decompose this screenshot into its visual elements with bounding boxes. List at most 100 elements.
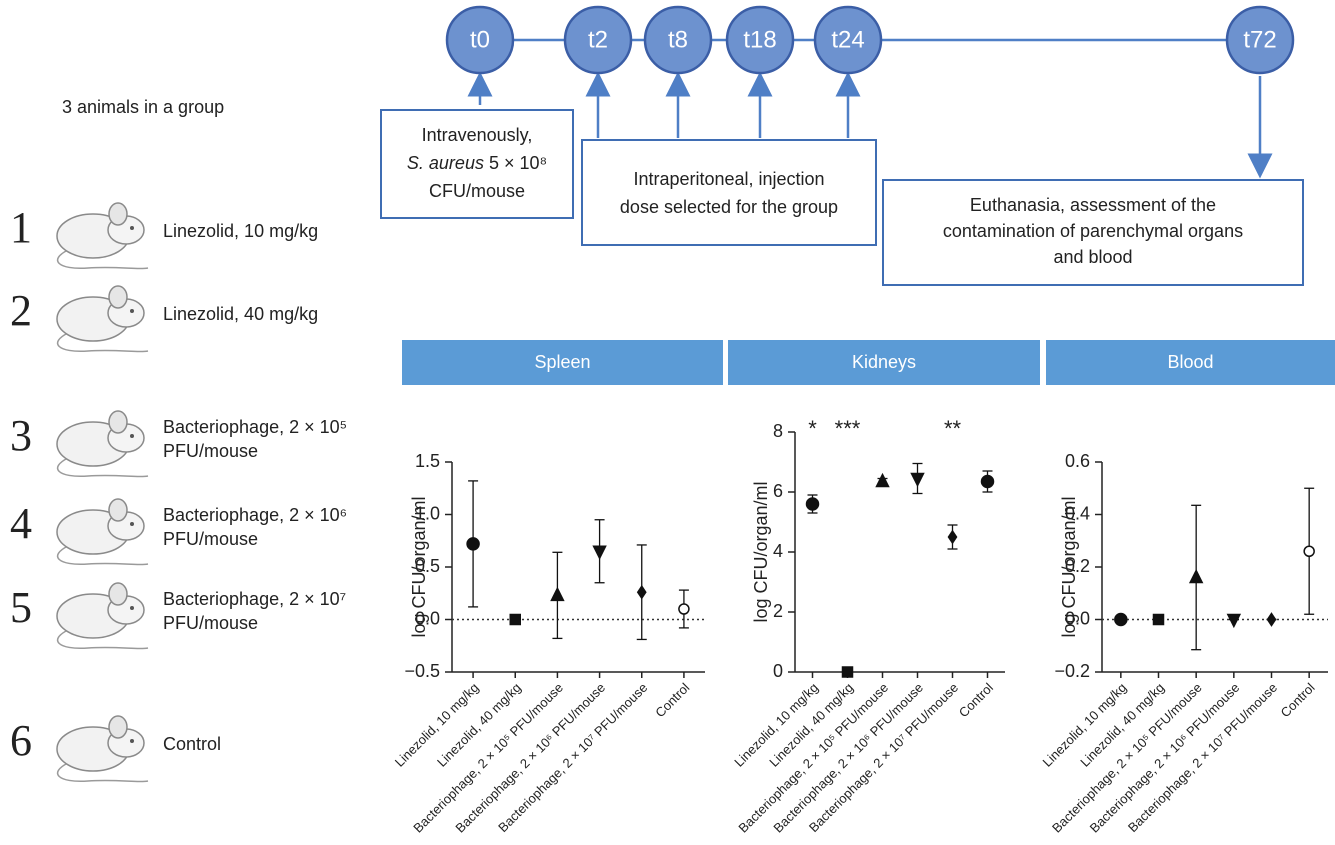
mouse-ear bbox=[109, 716, 127, 738]
data-point bbox=[949, 531, 957, 543]
timeline-label: t18 bbox=[743, 26, 776, 53]
mouse-eye bbox=[130, 434, 134, 438]
group-label: Bacteriophage, 2 × 10⁵ bbox=[163, 417, 347, 437]
timeline-label: t0 bbox=[470, 26, 490, 53]
timeline-label: t72 bbox=[1243, 26, 1276, 53]
group-number: 3 bbox=[10, 411, 32, 460]
y-tick-label: −0.2 bbox=[1054, 661, 1090, 681]
species: S. aureus bbox=[407, 153, 484, 173]
figure: 3 animals in a group Intravenously, S. a… bbox=[0, 0, 1335, 845]
mouse-ear bbox=[109, 411, 127, 433]
mouse-icon bbox=[57, 499, 148, 565]
page: { "note_text": "3 animals in a group", "… bbox=[0, 0, 1335, 845]
data-point bbox=[1115, 614, 1127, 626]
group-label: PFU/mouse bbox=[163, 613, 258, 633]
mouse-icon bbox=[57, 286, 148, 352]
x-tick-label: Control bbox=[956, 680, 996, 720]
group-note: 3 animals in a group bbox=[62, 97, 224, 117]
x-tick-label: Control bbox=[1277, 680, 1317, 720]
box-text: S. aureus 5 × 10⁸ bbox=[407, 153, 547, 173]
y-tick-label: 6 bbox=[773, 481, 783, 501]
y-tick-label: 1.0 bbox=[415, 503, 440, 523]
group-label: Linezolid, 10 mg/kg bbox=[163, 221, 318, 241]
box-text: dose selected for the group bbox=[620, 197, 838, 217]
data-point bbox=[638, 586, 646, 598]
group-number: 6 bbox=[10, 716, 32, 765]
x-tick-label: Bacteriophage, 2 × 10⁶ PFU/mouse bbox=[452, 680, 608, 836]
group-label: Control bbox=[163, 734, 221, 754]
data-point bbox=[679, 604, 689, 614]
group-number: 2 bbox=[10, 286, 32, 335]
y-tick-label: 0.4 bbox=[1065, 503, 1090, 523]
data-point bbox=[912, 474, 924, 486]
group-label: PFU/mouse bbox=[163, 529, 258, 549]
significance-label: *** bbox=[835, 416, 861, 441]
mouse-eye bbox=[130, 309, 134, 313]
box-text: contamination of parenchymal organs bbox=[943, 221, 1243, 241]
y-tick-label: 0.6 bbox=[1065, 451, 1090, 471]
group-label: Bacteriophage, 2 × 10⁶ bbox=[163, 505, 347, 525]
group-label: Bacteriophage, 2 × 10⁷ bbox=[163, 589, 346, 609]
data-point bbox=[551, 588, 563, 600]
timeline-label: t2 bbox=[588, 26, 608, 53]
group-number: 4 bbox=[10, 499, 32, 548]
y-tick-label: 0.5 bbox=[415, 556, 440, 576]
y-tick-label: 8 bbox=[773, 421, 783, 441]
mouse-icon bbox=[57, 716, 148, 782]
panel-title: Spleen bbox=[534, 352, 590, 372]
mouse-ear bbox=[109, 583, 127, 605]
data-point bbox=[594, 546, 606, 558]
data-point bbox=[1190, 571, 1202, 583]
box-text: Intravenously, bbox=[422, 125, 533, 145]
mouse-eye bbox=[130, 739, 134, 743]
panel-title: Kidneys bbox=[852, 352, 916, 372]
data-point bbox=[982, 476, 994, 488]
significance-label: * bbox=[808, 416, 817, 441]
data-point bbox=[807, 498, 819, 510]
timeline-label: t24 bbox=[831, 26, 864, 53]
box-text: Euthanasia, assessment of the bbox=[970, 195, 1216, 215]
data-point bbox=[510, 615, 520, 625]
y-axis-label: log CFU/organ/ml bbox=[751, 481, 771, 622]
mouse-icon bbox=[57, 411, 148, 477]
group-label: Linezolid, 40 mg/kg bbox=[163, 304, 318, 324]
data-point bbox=[1268, 614, 1276, 626]
x-tick-label: Bacteriophage, 2 × 10⁵ PFU/mouse bbox=[410, 680, 566, 836]
y-tick-label: 0 bbox=[773, 661, 783, 681]
timeline-label: t8 bbox=[668, 26, 688, 53]
y-tick-label: 4 bbox=[773, 541, 783, 561]
mouse-ear bbox=[109, 499, 127, 521]
dose: 5 × 10⁸ bbox=[484, 153, 547, 173]
box-text: CFU/mouse bbox=[429, 181, 525, 201]
data-point bbox=[1304, 546, 1314, 556]
group-number: 5 bbox=[10, 583, 32, 632]
mouse-ear bbox=[109, 286, 127, 308]
mouse-eye bbox=[130, 606, 134, 610]
data-point bbox=[877, 475, 889, 487]
data-point bbox=[843, 667, 853, 677]
x-tick-label: Bacteriophage, 2 × 10⁵ PFU/mouse bbox=[735, 680, 891, 836]
data-point bbox=[467, 538, 479, 550]
mouse-ear bbox=[109, 203, 127, 225]
box-text: Intraperitoneal, injection bbox=[633, 169, 824, 189]
x-tick-label: Control bbox=[652, 680, 692, 720]
y-tick-label: 2 bbox=[773, 601, 783, 621]
mouse-eye bbox=[130, 522, 134, 526]
x-tick-label: Bacteriophage, 2 × 10⁷ PFU/mouse bbox=[495, 680, 650, 835]
y-tick-label: 0.0 bbox=[415, 608, 440, 628]
mouse-icon bbox=[57, 203, 148, 269]
group-label: PFU/mouse bbox=[163, 441, 258, 461]
mouse-icon bbox=[57, 583, 148, 649]
mouse-eye bbox=[130, 226, 134, 230]
box-text: and blood bbox=[1053, 247, 1132, 267]
y-tick-label: 1.5 bbox=[415, 451, 440, 471]
box bbox=[582, 140, 876, 245]
data-point bbox=[1154, 615, 1164, 625]
significance-label: ** bbox=[944, 416, 962, 441]
group-number: 1 bbox=[10, 203, 32, 252]
data-point bbox=[1228, 615, 1240, 627]
y-tick-label: 0.2 bbox=[1065, 556, 1090, 576]
y-tick-label: 0.0 bbox=[1065, 608, 1090, 628]
panel-title: Blood bbox=[1167, 352, 1213, 372]
x-tick-label: Bacteriophage, 2 × 10⁵ PFU/mouse bbox=[1049, 680, 1205, 836]
